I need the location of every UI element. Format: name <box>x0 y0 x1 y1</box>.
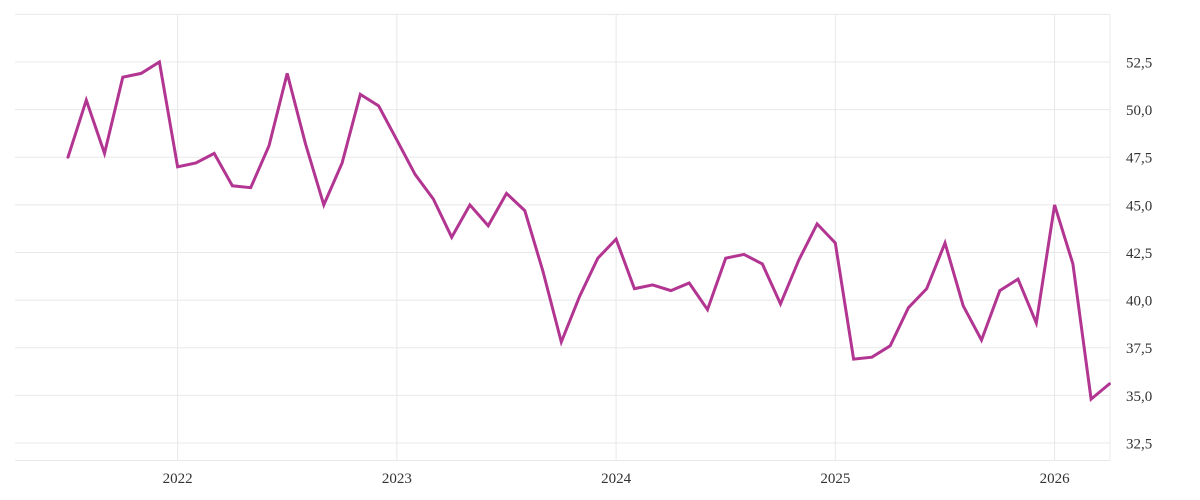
y-axis-label: 45,0 <box>1126 198 1152 214</box>
y-axis-label: 37,5 <box>1126 341 1152 357</box>
x-axis-label: 2026 <box>1040 471 1071 487</box>
y-axis-label: 35,0 <box>1126 389 1152 405</box>
y-axis-label: 52,5 <box>1126 56 1152 72</box>
x-axis-label: 2022 <box>163 471 193 487</box>
y-axis-label: 50,0 <box>1126 103 1152 119</box>
price-line <box>66 59 1111 402</box>
x-axis-label: 2025 <box>820 471 850 487</box>
y-axis-label: 40,0 <box>1126 294 1152 310</box>
y-axis-label: 32,5 <box>1126 436 1152 452</box>
y-axis-label: 47,5 <box>1126 151 1152 167</box>
x-axis-label: 2023 <box>382 471 412 487</box>
y-axis-label: 42,5 <box>1126 246 1152 262</box>
x-axis-label: 2024 <box>601 471 632 487</box>
